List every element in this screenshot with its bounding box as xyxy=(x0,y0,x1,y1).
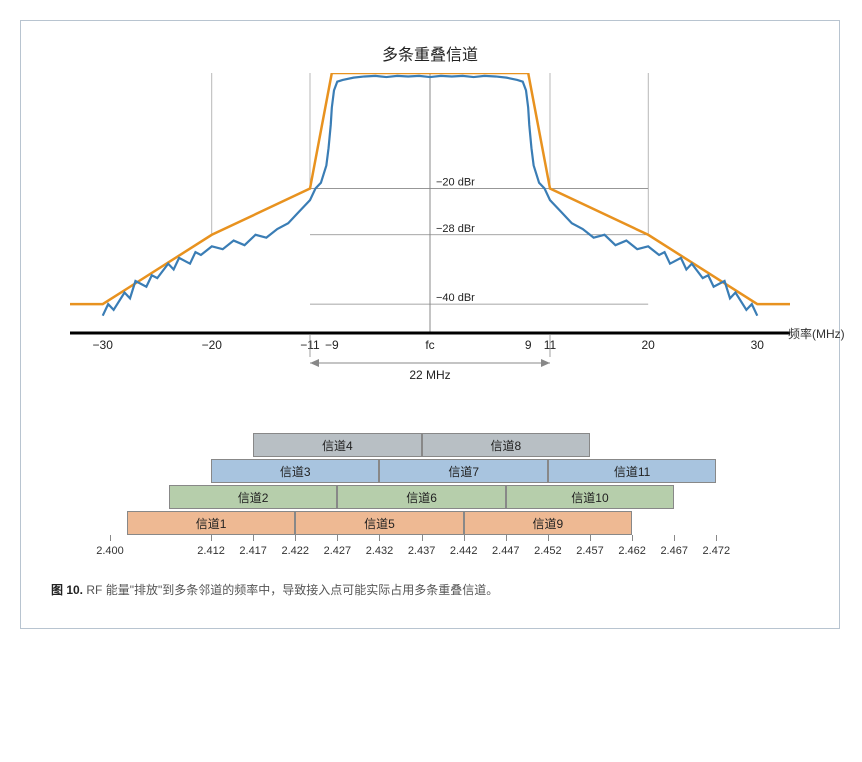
channel-box: 信道11 xyxy=(548,459,716,483)
figure-container: 多条重叠信道 −20 dBr−28 dBr−40 dBr−30−20−11−9f… xyxy=(20,20,840,629)
spectrum-chart: −20 dBr−28 dBr−40 dBr−30−20−11−9fc911203… xyxy=(70,73,790,393)
x-tick-label: −20 xyxy=(202,338,223,352)
arrow-right-icon xyxy=(541,359,550,367)
channel-tick-label: 2.452 xyxy=(534,545,562,557)
caption-prefix: 图 10. xyxy=(51,583,83,597)
x-tick-label: 9 xyxy=(525,338,532,352)
channel-tick-label: 2.472 xyxy=(703,545,731,557)
channel-tick-label: 2.417 xyxy=(239,545,267,557)
channel-tick-label: 2.467 xyxy=(660,545,688,557)
channel-box: 信道10 xyxy=(506,485,674,509)
channel-box: 信道9 xyxy=(464,511,632,535)
chart-title: 多条重叠信道 xyxy=(51,41,809,65)
channel-tick-label: 2.457 xyxy=(576,545,604,557)
channel-tick-label: 2.400 xyxy=(96,545,124,557)
channel-box: 信道5 xyxy=(295,511,463,535)
channel-tick xyxy=(590,535,591,541)
channel-tick xyxy=(716,535,717,541)
x-axis-label: 频率(MHz) xyxy=(788,325,845,342)
channel-tick-label: 2.412 xyxy=(197,545,225,557)
channel-tick xyxy=(253,535,254,541)
channel-tick-label: 2.422 xyxy=(281,545,309,557)
channel-tick-label: 2.437 xyxy=(408,545,436,557)
channel-tick-label: 2.447 xyxy=(492,545,520,557)
channel-tick xyxy=(422,535,423,541)
channels-diagram: 信道4信道8信道3信道7信道11信道2信道6信道10信道1信道5信道92.400… xyxy=(110,433,750,563)
channel-tick xyxy=(674,535,675,541)
channel-box: 信道6 xyxy=(337,485,505,509)
channel-box: 信道1 xyxy=(127,511,295,535)
channel-tick xyxy=(211,535,212,541)
channel-tick xyxy=(379,535,380,541)
channel-tick xyxy=(506,535,507,541)
channel-tick xyxy=(632,535,633,541)
x-tick-label: −9 xyxy=(325,338,339,352)
channel-box: 信道4 xyxy=(253,433,421,457)
x-tick-label: −30 xyxy=(93,338,114,352)
channel-box: 信道8 xyxy=(422,433,590,457)
channel-tick xyxy=(337,535,338,541)
channel-box: 信道2 xyxy=(169,485,337,509)
arrow-left-icon xyxy=(310,359,319,367)
db-label: −28 dBr xyxy=(436,223,475,235)
db-label: −40 dBr xyxy=(436,292,475,304)
channel-tick xyxy=(548,535,549,541)
x-tick-label: 20 xyxy=(642,338,656,352)
caption-text: RF 能量"排放"到多条邻道的频率中，导致接入点可能实际占用多条重叠信道。 xyxy=(83,583,498,597)
channel-tick xyxy=(464,535,465,541)
channel-tick-label: 2.432 xyxy=(366,545,394,557)
x-tick-label: 30 xyxy=(751,338,765,352)
span-label: 22 MHz xyxy=(409,368,450,382)
channel-box: 信道3 xyxy=(211,459,379,483)
channel-box: 信道7 xyxy=(379,459,547,483)
channel-tick xyxy=(110,535,111,541)
x-tick-label: fc xyxy=(425,338,434,352)
channel-tick-label: 2.427 xyxy=(324,545,352,557)
figure-caption: 图 10. RF 能量"排放"到多条邻道的频率中，导致接入点可能实际占用多条重叠… xyxy=(51,581,809,598)
channel-tick xyxy=(295,535,296,541)
channel-tick-label: 2.462 xyxy=(618,545,646,557)
channel-tick-label: 2.442 xyxy=(450,545,478,557)
db-label: −20 dBr xyxy=(436,177,475,189)
